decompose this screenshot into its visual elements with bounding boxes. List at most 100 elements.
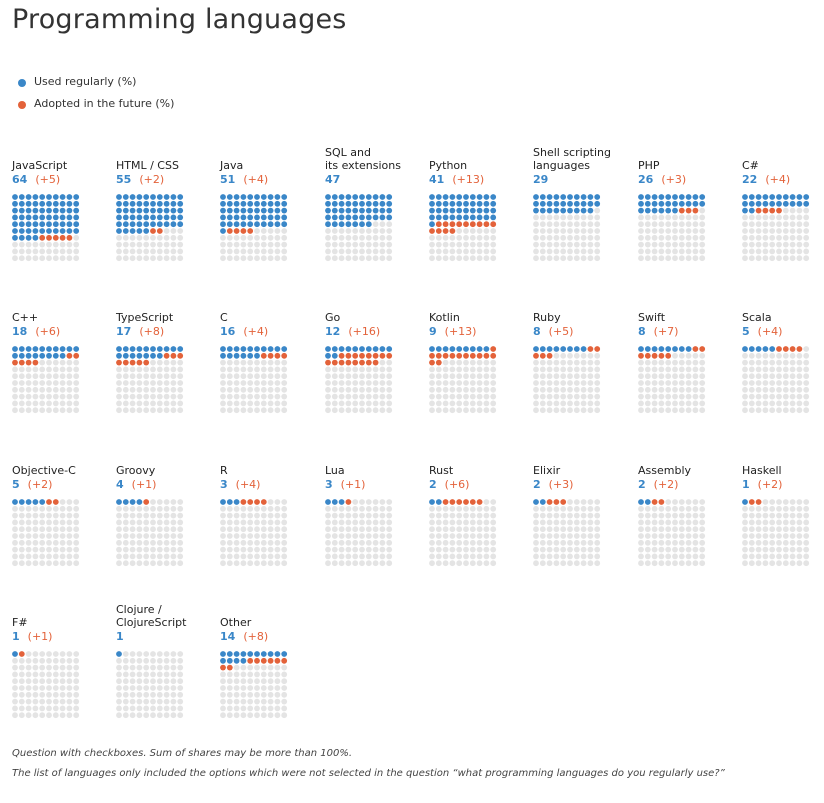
empty-dot (490, 386, 497, 393)
empty-dot (567, 221, 573, 228)
empty-dot (177, 560, 184, 567)
empty-dot (177, 539, 184, 546)
empty-dot (594, 539, 601, 546)
empty-dot (782, 539, 789, 546)
empty-dot (46, 380, 52, 386)
empty-dot (372, 519, 379, 526)
empty-dot (32, 657, 39, 664)
used-dot (18, 234, 25, 241)
empty-dot (587, 499, 594, 505)
empty-dot (136, 407, 143, 414)
empty-dot (46, 691, 52, 698)
used-dot (129, 207, 136, 214)
empty-dot (39, 241, 46, 248)
empty-dot (469, 533, 476, 539)
empty-dot (372, 546, 379, 553)
used-dot (18, 228, 25, 234)
empty-dot (553, 359, 560, 366)
empty-dot (476, 546, 483, 553)
empty-dot (483, 512, 490, 519)
empty-dot (240, 400, 247, 407)
empty-dot (372, 533, 379, 539)
empty-dot (170, 393, 177, 400)
empty-dot (469, 380, 476, 386)
used-dot (359, 200, 365, 207)
adopt-dot (665, 352, 672, 359)
empty-dot (644, 248, 651, 255)
used-dot (226, 352, 233, 359)
used-dot (665, 207, 672, 214)
used-dot (129, 221, 136, 228)
empty-dot (143, 678, 150, 685)
empty-dot (150, 705, 156, 712)
used-dot (143, 346, 150, 352)
empty-dot (233, 255, 240, 262)
empty-dot (233, 691, 240, 698)
used-dot (352, 346, 359, 352)
used-dot (39, 228, 46, 234)
empty-dot (240, 380, 247, 386)
empty-dot (260, 359, 267, 366)
empty-dot (796, 352, 803, 359)
empty-dot (220, 407, 226, 414)
empty-dot (260, 234, 267, 241)
empty-dot (122, 393, 129, 400)
empty-dot (156, 407, 163, 414)
empty-dot (386, 400, 393, 407)
empty-dot (233, 533, 240, 539)
adopt-value: (+6) (444, 478, 470, 491)
empty-dot (442, 526, 449, 533)
empty-dot (796, 553, 803, 560)
waffle-grid (12, 651, 80, 719)
adopt-dot (476, 221, 483, 228)
empty-dot (490, 512, 497, 519)
empty-dot (476, 386, 483, 393)
empty-dot (247, 664, 254, 671)
empty-dot (150, 393, 156, 400)
empty-dot (226, 553, 233, 560)
empty-dot (803, 214, 810, 221)
adopt-value: (+5) (35, 173, 61, 186)
empty-dot (247, 678, 254, 685)
empty-dot (678, 393, 685, 400)
empty-dot (46, 685, 52, 691)
empty-dot (12, 526, 18, 533)
used-dot (372, 194, 379, 200)
empty-dot (338, 512, 345, 519)
empty-dot (240, 678, 247, 685)
empty-dot (247, 691, 254, 698)
empty-dot (429, 366, 435, 373)
empty-dot (379, 241, 386, 248)
used-dot (220, 499, 226, 505)
empty-dot (546, 359, 553, 366)
empty-dot (762, 248, 769, 255)
adopt-value: (+8) (139, 325, 165, 338)
empty-dot (39, 691, 46, 698)
waffle-values: 9 (+13) (429, 325, 476, 338)
used-dot (52, 214, 59, 221)
adopt-value: (+2) (27, 478, 53, 491)
waffle-name: Scala (742, 311, 772, 324)
empty-dot (463, 228, 469, 234)
empty-dot (483, 499, 490, 505)
empty-dot (156, 546, 163, 553)
empty-dot (274, 553, 281, 560)
empty-dot (665, 255, 672, 262)
empty-dot (331, 380, 338, 386)
used-dot (220, 221, 226, 228)
empty-dot (678, 400, 685, 407)
empty-dot (456, 546, 463, 553)
empty-dot (644, 234, 651, 241)
empty-dot (136, 712, 143, 719)
empty-dot (150, 359, 156, 366)
empty-dot (59, 671, 66, 678)
empty-dot (665, 546, 672, 553)
legend-dot-adopt-icon (18, 100, 26, 109)
waffle-values: 41 (+13) (429, 173, 484, 186)
adopt-value: (+1) (27, 630, 53, 643)
empty-dot (742, 539, 748, 546)
empty-dot (365, 366, 372, 373)
empty-dot (803, 346, 810, 352)
empty-dot (116, 664, 122, 671)
empty-dot (233, 526, 240, 533)
